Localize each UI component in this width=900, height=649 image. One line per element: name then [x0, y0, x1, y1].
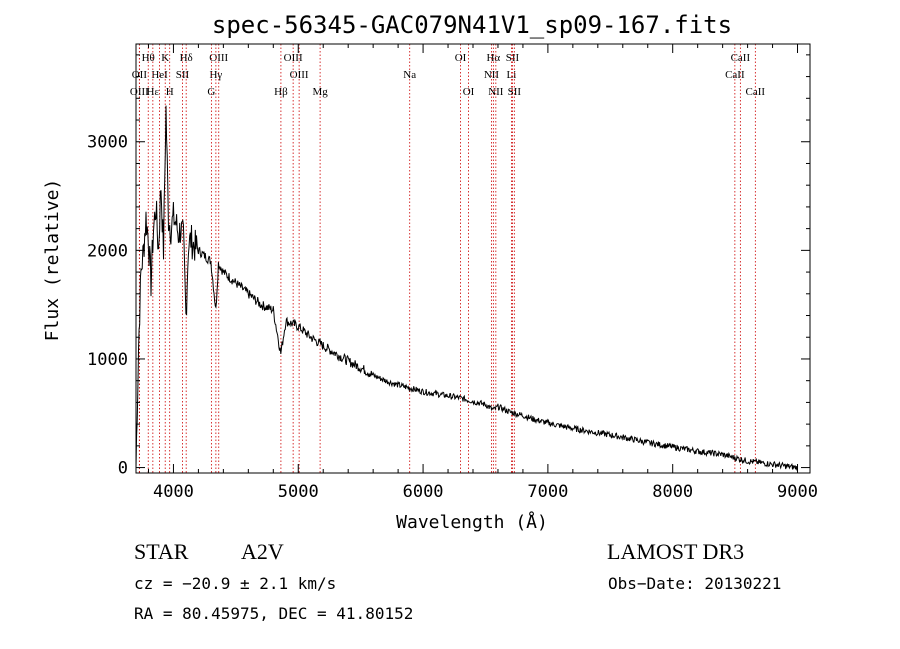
spectrum-line	[135, 105, 798, 471]
x-tick-label-5: 9000	[777, 482, 818, 502]
x-tick-label-3: 7000	[527, 482, 568, 502]
line-label-22: Hβ	[274, 86, 288, 98]
line-label-19: Hε	[147, 86, 160, 98]
line-label-17: CaII	[725, 69, 745, 81]
x-tick-label-2: 6000	[403, 482, 444, 502]
y-tick-label-3: 3000	[87, 133, 128, 153]
coordinates: RA = 80.45975, DEC = 41.80152	[134, 604, 414, 623]
x-tick-label-4: 8000	[652, 482, 693, 502]
line-label-10: HeI	[151, 69, 168, 81]
line-label-24: OI	[463, 86, 475, 98]
redshift-cz: cz = −20.9 ± 2.1 km/s	[134, 574, 337, 593]
line-label-16: Li	[507, 69, 517, 81]
x-tick-label-1: 5000	[278, 482, 319, 502]
line-label-6: Hα	[486, 52, 500, 64]
line-label-3: OIII	[209, 52, 228, 64]
line-label-8: CaII	[731, 52, 751, 64]
subclass: A2V	[241, 539, 284, 564]
line-label-7: SII	[506, 52, 520, 64]
line-label-1: K	[161, 52, 169, 64]
line-label-14: Na	[403, 69, 416, 81]
line-label-4: OIII	[284, 52, 303, 64]
line-label-26: SII	[508, 86, 522, 98]
line-label-13: OIII	[290, 69, 309, 81]
line-label-27: CaII	[746, 86, 766, 98]
line-label-15: NII	[484, 69, 500, 81]
obs-date: Obs−Date: 20130221	[608, 574, 782, 593]
spectrum-chart: spec-56345-GAC079N41V1_sp09-167.fits Hθ K…	[42, 11, 818, 533]
line-label-20: H	[166, 86, 174, 98]
line-label-2: Hδ	[180, 52, 193, 64]
x-tick-label-0: 4000	[153, 482, 194, 502]
plot-frame	[135, 43, 811, 474]
line-label-21: G	[207, 86, 215, 98]
line-label-12: Hγ	[209, 69, 222, 81]
axes: 4000 5000 6000 7000 8000 9000 0 1000 2000 3000	[87, 43, 818, 502]
object-type: STAR	[134, 539, 189, 564]
y-tick-label-1: 1000	[87, 350, 128, 370]
line-label-11: SII	[176, 69, 190, 81]
survey-name: LAMOST DR3	[607, 539, 745, 564]
y-axis-label: Flux (relative)	[42, 179, 63, 342]
line-label-25: NII	[488, 86, 504, 98]
y-tick-label-0: 0	[118, 459, 128, 479]
spectrum-series	[135, 105, 798, 471]
line-label-23: Mg	[312, 86, 328, 98]
line-label-18: OIII	[130, 86, 149, 98]
x-axis-label: Wavelength (Å)	[396, 511, 548, 533]
line-label-5: OI	[455, 52, 467, 64]
chart-title: spec-56345-GAC079N41V1_sp09-167.fits	[212, 11, 732, 39]
line-label-0: Hθ	[142, 52, 155, 64]
y-tick-label-2: 2000	[87, 241, 128, 261]
